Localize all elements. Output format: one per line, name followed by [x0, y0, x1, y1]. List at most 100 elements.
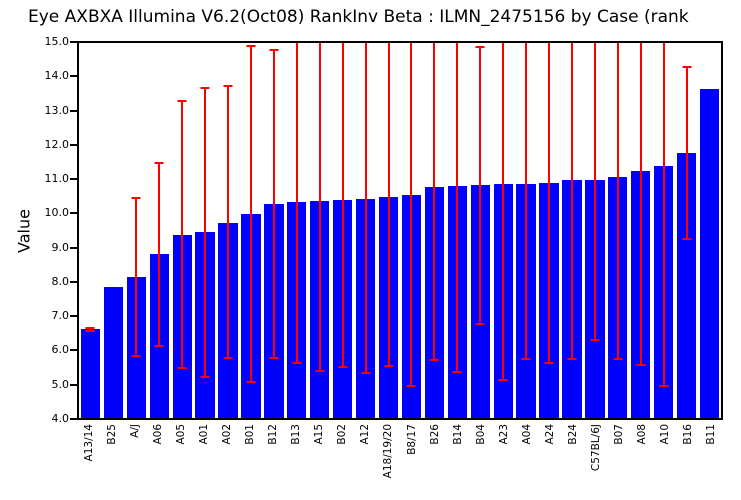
x-axis-tick-label: A24: [543, 424, 556, 445]
y-axis-tick-label: 5.0: [51, 377, 70, 391]
error-bar-cap-bottom: [659, 384, 669, 387]
error-bar-cap-bottom: [200, 376, 210, 379]
x-axis-tick-label: A12: [359, 424, 372, 445]
error-bar-cap-bottom: [361, 372, 371, 375]
error-bar: [410, 43, 413, 387]
y-axis-tick-label: 15.0: [44, 35, 70, 48]
x-axis-tick-label: B24: [567, 424, 580, 445]
error-bar-cap-bottom: [384, 364, 394, 367]
y-axis-tick: [70, 349, 77, 352]
error-bar-cap-top: [269, 48, 279, 51]
error-bar: [593, 43, 596, 341]
x-axis-tick-label: B16: [682, 424, 695, 445]
error-bar: [570, 43, 573, 361]
plot-inner: [79, 43, 721, 418]
error-bar-cap-top: [475, 45, 485, 48]
bar: [80, 329, 101, 418]
y-axis-tick: [70, 383, 77, 386]
y-axis-tick: [70, 212, 77, 215]
error-bar: [318, 43, 321, 372]
x-axis-tick-label: A/J: [128, 424, 141, 438]
error-bar-cap-bottom: [223, 357, 233, 360]
x-axis-tick-label: B26: [428, 424, 441, 445]
error-bar: [89, 326, 92, 332]
error-bar: [341, 43, 344, 368]
x-axis-tick-label: A08: [636, 424, 649, 445]
y-axis-tick: [70, 246, 77, 249]
x-axis-tick-label: B8/17: [405, 424, 418, 455]
x-axis-tick-label: A02: [220, 424, 233, 445]
y-axis-tick: [70, 143, 77, 146]
error-bar-cap-bottom: [246, 380, 256, 383]
y-axis-tick: [70, 41, 77, 43]
error-bar-cap-bottom: [613, 358, 623, 361]
x-axis-tick-label: B01: [244, 424, 257, 445]
x-axis-tick-label: B04: [474, 424, 487, 445]
error-bar: [249, 44, 252, 383]
error-bar-cap-bottom: [292, 361, 302, 364]
y-axis-tick-label: 7.0: [51, 309, 70, 323]
error-bar-cap-bottom: [475, 322, 485, 325]
error-bar-cap-bottom: [521, 358, 531, 361]
error-bar: [181, 99, 184, 369]
y-axis-tick-label: 12.0: [44, 137, 70, 151]
error-bar: [158, 161, 161, 348]
error-bar-cap-bottom: [315, 369, 325, 372]
y-axis-tick: [70, 315, 77, 318]
y-axis-tick-label: 9.0: [51, 240, 70, 254]
y-axis-tick-label: 13.0: [44, 103, 70, 117]
x-axis-tick-label: B13: [290, 424, 303, 445]
x-axis-tick-label: B11: [705, 424, 718, 445]
error-bar: [135, 197, 138, 358]
error-bar-cap-bottom: [85, 329, 95, 332]
y-axis-tick-label: 10.0: [44, 206, 70, 220]
x-axis-tick-label: A06: [151, 424, 164, 445]
y-axis-tick-label: 14.0: [44, 69, 70, 83]
plot-area: [77, 41, 723, 420]
error-bar-cap-bottom: [154, 345, 164, 348]
error-bar-cap-top: [246, 44, 256, 47]
x-axis-tick-label: A15: [313, 424, 326, 445]
error-bar-cap-bottom: [590, 338, 600, 341]
error-bar-cap-top: [223, 84, 233, 87]
error-bar: [502, 43, 505, 381]
bar: [103, 287, 123, 418]
y-axis-tick-label: 4.0: [51, 412, 70, 425]
error-bar: [685, 65, 688, 241]
x-axis-tick-label: B07: [613, 424, 626, 445]
x-axis-tick-label: A23: [497, 424, 510, 445]
error-bar-cap-bottom: [567, 358, 577, 361]
error-bar-cap-top: [154, 161, 164, 164]
error-bar-cap-bottom: [544, 362, 554, 365]
error-bar-cap-bottom: [269, 356, 279, 359]
error-bar-cap-bottom: [338, 365, 348, 368]
error-bar: [616, 43, 619, 361]
y-axis-tick: [70, 178, 77, 181]
error-bar: [456, 43, 459, 373]
error-bar-cap-bottom: [131, 355, 141, 358]
error-bar: [227, 84, 230, 360]
error-bar-cap-top: [85, 326, 95, 329]
x-axis-tick-label: A10: [659, 424, 672, 445]
error-bar-cap-top: [177, 99, 187, 102]
error-bar-cap-bottom: [406, 384, 416, 387]
x-axis-tick-label: B12: [267, 424, 280, 445]
error-bar: [639, 43, 642, 366]
error-bar-cap-bottom: [636, 363, 646, 366]
error-bar-cap-top: [682, 65, 692, 68]
x-axis-tick-label: A13/14: [82, 424, 95, 462]
error-bar-cap-bottom: [498, 378, 508, 381]
bar: [676, 153, 697, 418]
x-axis-tick-label: B14: [451, 424, 464, 445]
error-bar-cap-bottom: [452, 370, 462, 373]
x-axis-tick-label: A04: [520, 424, 533, 445]
error-bar-cap-bottom: [682, 238, 692, 241]
y-axis-tick: [70, 75, 77, 78]
y-axis-tick: [70, 418, 77, 420]
error-bar: [548, 43, 551, 365]
y-axis-tick-label: 8.0: [51, 274, 70, 288]
x-axis-tick-label: A18/19/20: [382, 424, 395, 479]
error-bar-cap-top: [131, 197, 141, 200]
y-axis-tick: [70, 109, 77, 112]
